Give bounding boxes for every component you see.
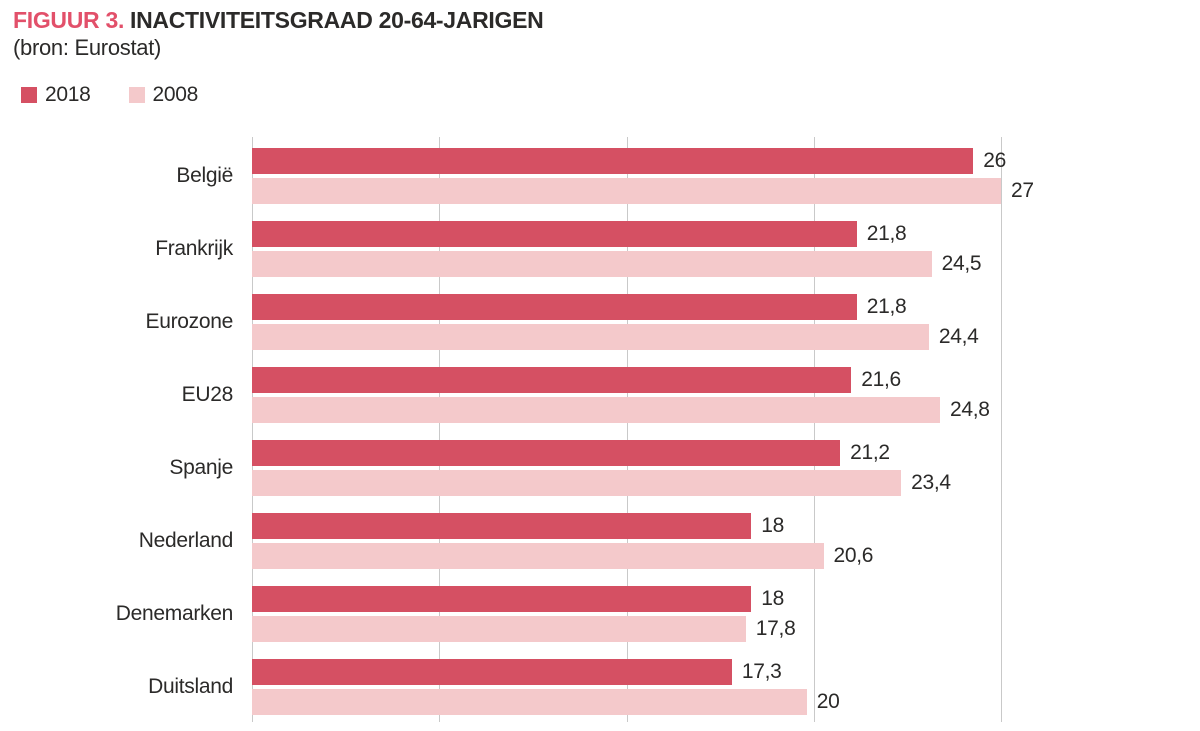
bar-2018 [252,367,852,393]
category-bars: 21,8 24,5 [252,221,982,277]
bar-2008 [252,470,902,496]
category-bars: 17,3 20 [252,659,840,715]
category-label: Denemarken [115,602,234,625]
bar-line-2008: 24,4 [252,324,979,350]
category-label: Duitsland [148,675,233,698]
category-bars: 21,2 23,4 [252,440,951,496]
category-label: Eurozone [145,310,234,333]
category-label: Spanje [169,456,233,479]
bar-2018 [252,586,752,612]
gridline [813,137,815,722]
gridlines [252,137,1002,722]
value-label-2008: 27 [1011,179,1034,202]
bar-2008 [252,397,940,423]
value-label-2008: 24,5 [941,252,982,275]
legend-swatch-2018-icon [21,87,37,103]
figure-title-block: FIGUUR 3. INACTIVITEITSGRAAD 20-64-JARIGE… [13,6,544,62]
figure-title-text: INACTIVITEITSGRAAD 20-64-JARIGEN [130,7,544,33]
chart-rows: België 26 27 Frankrijk 21,8 24,5 Eurozone 21,8 2… [0,148,1200,715]
bar-2008 [252,251,932,277]
category-bars: 18 17,8 [252,586,796,642]
bar-2018 [252,440,841,466]
bar-2018 [252,294,857,320]
figure-title: FIGUUR 3. INACTIVITEITSGRAAD 20-64-JARIGE… [13,6,544,34]
value-label-2008: 24,4 [938,325,979,348]
legend-label-2018: 2018 [45,83,91,106]
category-label: Frankrijk [155,237,233,260]
bar-line-2018: 21,8 [252,221,981,247]
legend: 2018 2008 [21,83,198,107]
bar-2018 [252,659,732,685]
bar-2008 [252,543,824,569]
value-label-2008: 17,8 [755,617,796,640]
figure-source: (bron: Eurostat) [13,35,162,60]
legend-label-2008: 2008 [152,83,199,106]
bar-line-2008: 23,4 [252,470,951,496]
category-label: België [176,164,233,187]
bar-2008 [252,616,746,642]
value-label-2018: 18 [761,587,785,610]
category-label: EU28 [181,383,234,406]
value-label-2008: 20,6 [833,544,874,567]
category-bars: 26 27 [252,148,1034,204]
bar-line-2018: 26 [252,148,1034,174]
bar-line-2008: 20,6 [252,543,873,569]
value-label-2008: 20 [816,690,840,713]
value-label-2018: 17,3 [741,660,782,683]
bar-line-2018: 21,6 [252,367,990,393]
category-bars: 21,6 24,8 [252,367,990,423]
gridline [1001,137,1002,722]
bar-line-2008: 27 [252,178,1034,204]
chart-row: Spanje 21,2 23,4 [0,440,1200,496]
bar-line-2018: 18 [252,513,873,539]
bar-line-2008: 17,8 [252,616,796,642]
bar-2008 [252,689,807,715]
bar-line-2018: 21,8 [252,294,979,320]
figure-number: FIGUUR 3. [13,7,125,33]
category-bars: 21,8 24,4 [252,294,979,350]
value-label-2018: 21,2 [850,441,890,464]
bar-2018 [252,148,974,174]
bar-line-2008: 20 [252,689,840,715]
bar-2018 [252,221,857,247]
value-label-2018: 18 [761,514,785,537]
chart-row: EU28 21,6 24,8 [0,367,1200,423]
value-label-2008: 24,8 [950,398,990,421]
value-label-2018: 21,6 [861,368,901,391]
gridline [626,137,628,722]
gridline [252,137,253,722]
value-label-2018: 26 [983,149,1007,172]
bar-line-2018: 21,2 [252,440,951,466]
bar-line-2008: 24,8 [252,397,990,423]
legend-swatch-2008-icon [128,87,145,103]
bar-2008 [252,324,929,350]
bar-line-2008: 24,5 [252,251,982,277]
chart-row: Duitsland 17,3 20 [0,659,1200,715]
value-label-2018: 21,8 [866,295,907,318]
bar-line-2018: 17,3 [252,659,840,685]
legend-item-2018: 2018 [21,83,91,107]
bar-2018 [252,513,752,539]
chart-row: Frankrijk 21,8 24,5 [0,221,1200,277]
chart-row: Nederland 18 20,6 [0,513,1200,569]
bar-line-2018: 18 [252,586,795,612]
category-bars: 18 20,6 [252,513,873,569]
value-label-2018: 21,8 [866,222,907,245]
chart-row: Denemarken 18 17,8 [0,586,1200,642]
chart-row: België 26 27 [0,148,1200,204]
chart-row: Eurozone 21,8 24,4 [0,294,1200,350]
bar-2008 [252,178,1001,204]
plot-area: België 26 27 Frankrijk 21,8 24,5 Eurozone 21,8 2… [0,137,1200,722]
legend-item-2008: 2008 [128,83,199,107]
value-label-2008: 23,4 [911,471,951,494]
gridline [439,137,441,722]
category-label: Nederland [138,529,234,552]
